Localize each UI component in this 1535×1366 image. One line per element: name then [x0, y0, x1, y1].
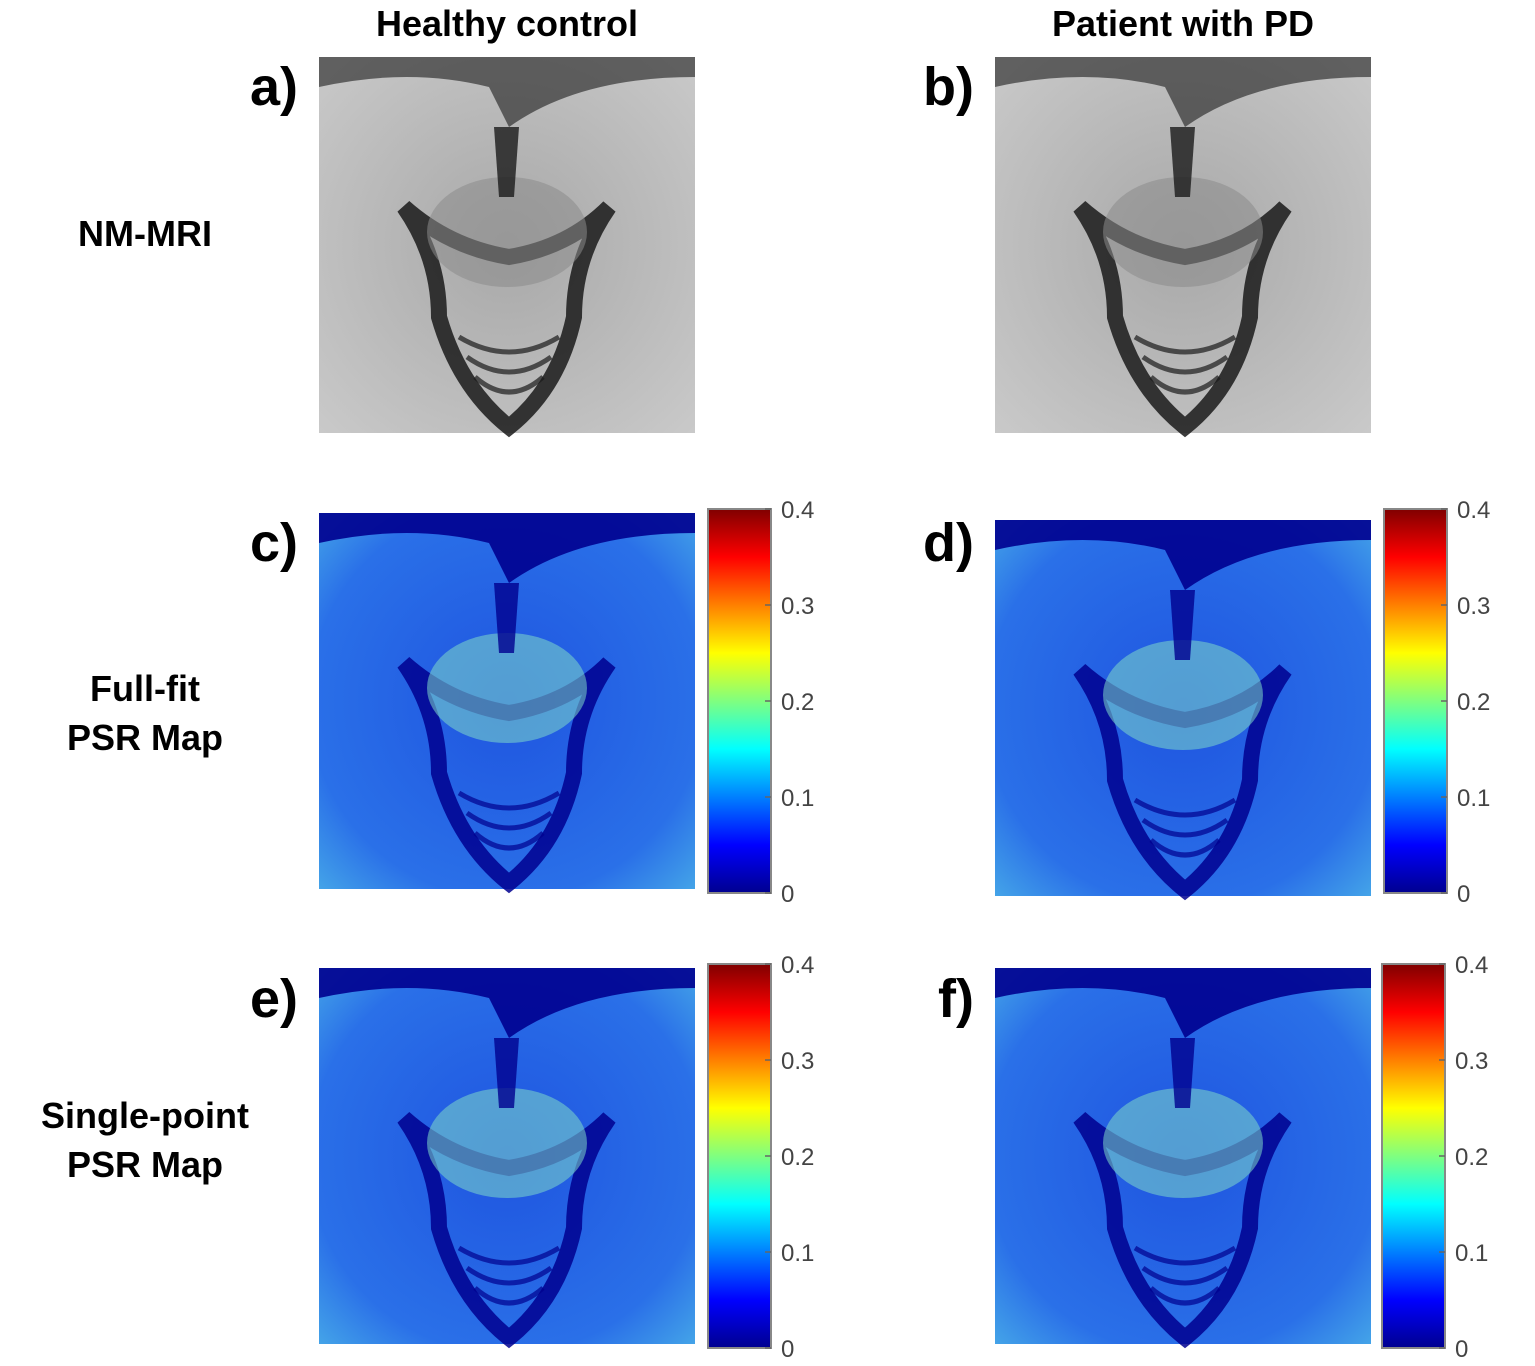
tick-label: 0.3: [1457, 593, 1490, 620]
tick-label: 0.1: [781, 1240, 814, 1267]
structure: [319, 968, 695, 1038]
structure: [457, 1245, 561, 1266]
panel-label: f): [938, 969, 974, 1029]
structure: [457, 334, 561, 355]
image: [995, 520, 1371, 901]
region: [1103, 1088, 1263, 1198]
tick-label: 0: [1457, 881, 1470, 908]
structure: [1141, 817, 1229, 838]
panel-label: e): [250, 969, 298, 1029]
image: [995, 57, 1371, 438]
tick-label: 0: [781, 1336, 794, 1363]
region: [427, 1088, 587, 1198]
structure: [995, 968, 1371, 1038]
row-label: PSR Map: [67, 717, 223, 758]
colorbar: [1383, 508, 1448, 894]
tick-label: 0: [781, 881, 794, 908]
tick-label: 0.2: [781, 689, 814, 716]
structure: [1133, 1245, 1237, 1266]
tick-label: 0: [1455, 1336, 1468, 1363]
structure: [494, 127, 519, 197]
region: [1103, 177, 1263, 287]
structure: [465, 354, 553, 375]
structure: [1149, 375, 1221, 395]
structure: [1149, 838, 1221, 858]
structure: [319, 57, 695, 127]
panel-label: d): [923, 513, 974, 573]
tick-label: 0.3: [1455, 1048, 1488, 1075]
row-label: NM-MRI: [78, 213, 212, 254]
column-header: Patient with PD: [1052, 3, 1314, 44]
tick-label: 0.1: [781, 785, 814, 812]
colorbar: [707, 508, 772, 894]
row-label: Single-point: [41, 1095, 249, 1136]
structure: [995, 520, 1371, 590]
panel-label: a): [250, 57, 298, 117]
tick-label: 0.4: [781, 952, 814, 979]
tick-label: 0.3: [781, 1048, 814, 1075]
structure: [1149, 1286, 1221, 1306]
structure: [473, 1286, 545, 1306]
structure: [465, 1265, 553, 1286]
row-label: PSR Map: [67, 1144, 223, 1185]
row-label: Full-fit: [90, 668, 200, 709]
tick-label: 0.4: [1457, 497, 1490, 524]
image: [319, 513, 695, 894]
tick-label: 0.2: [1455, 1144, 1488, 1171]
structure: [1141, 354, 1229, 375]
image: [319, 57, 695, 438]
colorbar: [707, 963, 772, 1349]
structure: [1133, 797, 1237, 818]
structure: [494, 583, 519, 653]
tick-label: 0.1: [1455, 1240, 1488, 1267]
tick-label: 0.4: [1455, 952, 1488, 979]
tick-label: 0.4: [781, 497, 814, 524]
region: [1103, 640, 1263, 750]
tick-label: 0.1: [1457, 785, 1490, 812]
structure: [319, 513, 695, 583]
structure: [995, 57, 1371, 127]
tick-label: 0.2: [781, 1144, 814, 1171]
region: [427, 633, 587, 743]
structure: [1133, 334, 1237, 355]
tick-label: 0.3: [781, 593, 814, 620]
structure: [1170, 1038, 1195, 1108]
column-header: Healthy control: [376, 3, 638, 44]
structure: [494, 1038, 519, 1108]
panel-label: b): [923, 57, 974, 117]
panel-label: c): [250, 513, 298, 573]
structure: [1141, 1265, 1229, 1286]
structure: [457, 790, 561, 811]
image: [319, 968, 695, 1349]
structure: [1170, 590, 1195, 660]
structure: [1170, 127, 1195, 197]
colorbar: [1381, 963, 1446, 1349]
region: [427, 177, 587, 287]
image: [995, 968, 1371, 1349]
structure: [473, 375, 545, 395]
structure: [473, 831, 545, 851]
structure: [465, 810, 553, 831]
tick-label: 0.2: [1457, 689, 1490, 716]
